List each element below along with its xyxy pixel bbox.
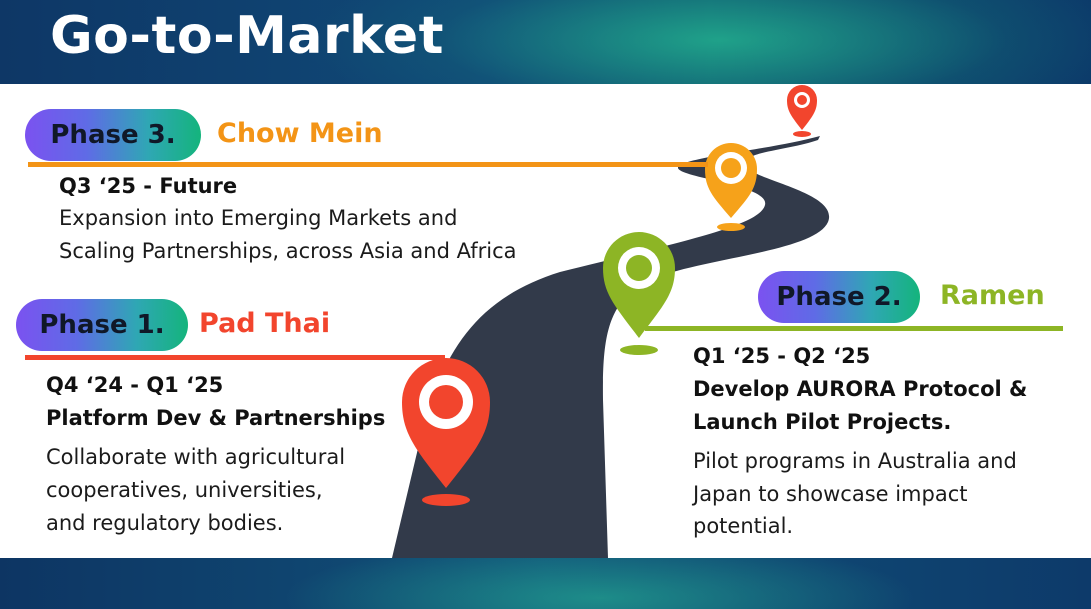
phase3-divider — [28, 162, 708, 167]
phase1-description-line3: and regulatory bodies. — [46, 511, 284, 535]
phase2-headline-line2: Launch Pilot Projects. — [693, 410, 952, 434]
phase3-name: Chow Mein — [217, 118, 383, 149]
phase3-period: Q3 ‘25 - Future — [59, 174, 238, 198]
header-background — [0, 0, 1091, 84]
road-path — [392, 136, 830, 558]
phase1-divider — [25, 355, 445, 360]
map-pin-icon — [402, 358, 490, 506]
phase3-badge: Phase 3. — [25, 109, 201, 161]
phase1-period: Q4 ‘24 - Q1 ‘25 — [46, 373, 224, 397]
phase1-description-line2: cooperatives, universities, — [46, 478, 323, 502]
page-title: Go-to-Market — [50, 6, 444, 66]
map-pin-icon — [603, 232, 675, 355]
phase1-name: Pad Thai — [199, 308, 331, 339]
map-pin-icon — [705, 143, 757, 231]
phase1-description-line1: Collaborate with agricultural — [46, 445, 346, 469]
map-pin-icon — [787, 85, 817, 137]
phase2-description-line3: potential. — [693, 514, 794, 538]
phase2-description-line2: Japan to showcase impact — [693, 482, 968, 506]
phase2-divider — [645, 326, 1063, 331]
phase1-badge: Phase 1. — [16, 299, 188, 351]
phase2-name: Ramen — [940, 280, 1045, 311]
phase3-description-line1: Expansion into Emerging Markets and — [59, 206, 458, 230]
phase3-description-line2: Scaling Partnerships, across Asia and Af… — [59, 239, 517, 263]
footer-background — [0, 558, 1091, 609]
phase2-headline-line1: Develop AURORA Protocol & — [693, 377, 1028, 401]
phase2-description-line1: Pilot programs in Australia and — [693, 449, 1017, 473]
phase2-period: Q1 ‘25 - Q2 ‘25 — [693, 344, 871, 368]
phase1-headline: Platform Dev & Partnerships — [46, 406, 386, 430]
phase2-badge: Phase 2. — [758, 271, 920, 323]
